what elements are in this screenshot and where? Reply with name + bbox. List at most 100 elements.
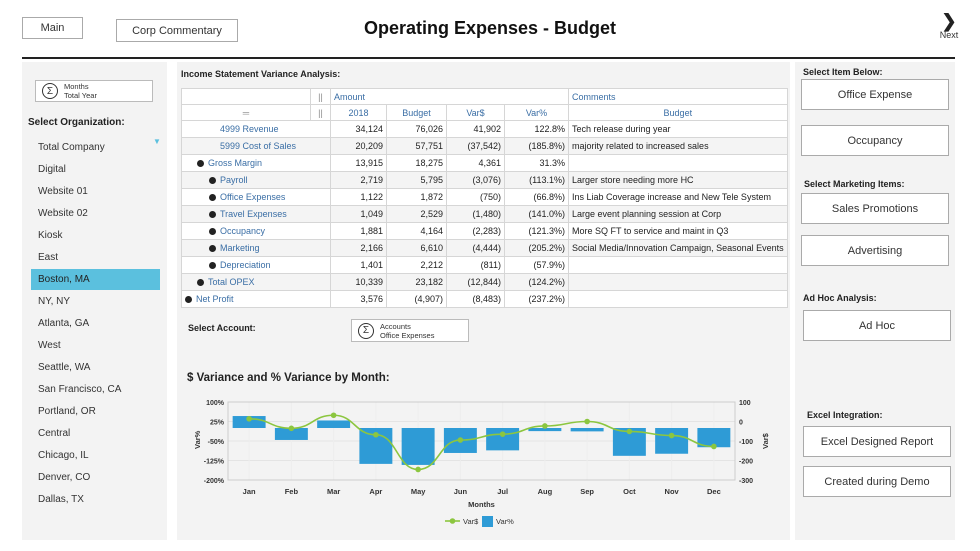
collapse-icon[interactable] (185, 296, 192, 303)
row-label[interactable]: Occupancy (181, 222, 331, 240)
org-item[interactable]: Seattle, WA (38, 362, 91, 373)
cell-value: (811) (446, 256, 505, 274)
expand-icon[interactable] (209, 245, 216, 252)
point-var-dollar[interactable] (373, 431, 379, 438)
col-budget[interactable]: Budget (386, 104, 447, 121)
column-resize-handle[interactable]: || (310, 104, 331, 121)
col-var-dollar[interactable]: Var$ (446, 104, 505, 121)
cell-comment[interactable]: Social Media/Innovation Campaign, Season… (568, 239, 788, 257)
point-var-dollar[interactable] (499, 431, 506, 437)
months-selector[interactable]: Σ Months Total Year (35, 80, 153, 102)
org-item[interactable]: Dallas, TX (38, 494, 84, 505)
row-label[interactable]: Gross Margin (181, 154, 331, 172)
corp-commentary-button[interactable]: Corp Commentary (116, 19, 238, 42)
cell-comment[interactable]: More SQ FT to service and maint in Q3 (568, 222, 788, 240)
office-expense-button[interactable]: Office Expense (801, 79, 949, 110)
next-button[interactable]: ❯ Next (934, 12, 964, 40)
cell-value: 3,576 (330, 290, 387, 308)
account-selector[interactable]: Σ Accounts Office Expenses (351, 319, 469, 342)
org-item[interactable]: East (38, 252, 59, 263)
org-item[interactable]: Denver, CO (38, 472, 91, 483)
row-label[interactable]: Travel Expenses (181, 205, 331, 223)
point-var-dollar[interactable] (415, 466, 421, 473)
collapse-icon[interactable] (197, 160, 204, 167)
org-item[interactable]: Kiosk (38, 230, 63, 241)
point-var-dollar[interactable] (626, 428, 633, 435)
org-item[interactable]: Total Company (38, 142, 105, 153)
point-var-dollar[interactable] (584, 418, 590, 425)
col-var-pct[interactable]: Var% (504, 104, 569, 121)
cell-comment[interactable]: Ins Liab Coverage increase and New Tele … (568, 188, 788, 206)
org-item[interactable]: NY, NY (38, 296, 71, 307)
main-button[interactable]: Main (22, 17, 83, 39)
cell-comment[interactable]: majority related to increased sales (568, 137, 788, 155)
org-item[interactable]: Boston, MA (31, 269, 160, 290)
column-resize-handle[interactable]: || (310, 88, 331, 105)
org-item[interactable]: Chicago, IL (38, 450, 89, 461)
bar-var-pct[interactable] (486, 428, 520, 451)
cell-comment[interactable]: Tech release during year (568, 120, 788, 138)
row-label[interactable]: Payroll (181, 171, 331, 189)
org-item[interactable]: Central (38, 428, 71, 439)
point-var-dollar[interactable] (457, 437, 464, 443)
cell-comment[interactable] (568, 256, 788, 274)
org-item[interactable]: Digital (38, 164, 66, 175)
cell-comment[interactable] (568, 154, 788, 172)
point-var-dollar[interactable] (668, 432, 675, 439)
point-var-dollar[interactable] (711, 443, 717, 450)
col-comment-budget[interactable]: Budget (568, 104, 788, 121)
expand-icon[interactable] (209, 228, 216, 235)
bar-var-pct[interactable] (697, 428, 731, 448)
legend-var-dollar[interactable]: Var$ (463, 517, 479, 526)
expand-icon[interactable] (209, 194, 216, 201)
org-item[interactable]: Portland, OR (38, 406, 96, 417)
col-2018[interactable]: 2018 (330, 104, 387, 121)
y-right-tick: -200 (739, 459, 753, 466)
point-var-dollar[interactable] (330, 412, 337, 419)
row-label[interactable]: 5999 Cost of Sales (181, 137, 331, 155)
row-label[interactable]: Net Profit (181, 290, 331, 308)
cell-comment[interactable]: Larger store needing more HC (568, 171, 788, 189)
sales-promotions-button[interactable]: Sales Promotions (801, 193, 949, 224)
point-var-dollar[interactable] (246, 415, 252, 422)
x-tick: Apr (369, 487, 382, 496)
excel-report-button[interactable]: Excel Designed Report (803, 426, 951, 457)
org-item[interactable]: West (38, 340, 61, 351)
bar-var-pct[interactable] (570, 428, 604, 432)
row-label[interactable]: Marketing (181, 239, 331, 257)
amount-group-header: Amount (330, 88, 569, 105)
expand-icon[interactable] (209, 177, 216, 184)
cell-comment[interactable] (568, 273, 788, 291)
bar-var-pct[interactable] (274, 428, 308, 440)
org-item[interactable]: San Francisco, CA (38, 384, 122, 395)
org-item[interactable]: Website 02 (38, 208, 88, 219)
bar-var-pct[interactable] (232, 416, 266, 428)
row-label[interactable]: Office Expenses (181, 188, 331, 206)
point-var-dollar[interactable] (288, 425, 295, 432)
org-item[interactable]: Website 01 (38, 186, 88, 197)
adhoc-button[interactable]: Ad Hoc (803, 310, 951, 341)
cell-value: 41,902 (446, 120, 505, 138)
row-label[interactable]: Total OPEX (181, 273, 331, 291)
bar-var-pct[interactable] (528, 428, 562, 432)
cell-value: 2,166 (330, 239, 387, 257)
cell-comment[interactable] (568, 290, 788, 308)
expand-icon[interactable] (209, 211, 216, 218)
bar-var-pct[interactable] (401, 428, 435, 465)
y-right-tick: 0 (739, 420, 743, 427)
created-demo-button[interactable]: Created during Demo (803, 466, 951, 497)
row-label[interactable]: 4999 Revenue (181, 120, 331, 138)
row-label[interactable]: Depreciation (181, 256, 331, 274)
occupancy-button[interactable]: Occupancy (801, 125, 949, 156)
expand-icon[interactable] (209, 262, 216, 269)
advertising-button[interactable]: Advertising (801, 235, 949, 266)
row-drag-handle[interactable]: ═ (181, 104, 311, 121)
filter-icon[interactable]: ▼ (153, 137, 161, 146)
point-var-dollar[interactable] (542, 423, 548, 429)
org-item[interactable]: Atlanta, GA (38, 318, 90, 329)
bar-var-pct[interactable] (317, 420, 351, 428)
legend-var-pct[interactable]: Var% (496, 517, 514, 526)
cell-comment[interactable]: Large event planning session at Corp (568, 205, 788, 223)
collapse-icon[interactable] (197, 279, 204, 286)
bar-var-pct[interactable] (655, 428, 689, 454)
